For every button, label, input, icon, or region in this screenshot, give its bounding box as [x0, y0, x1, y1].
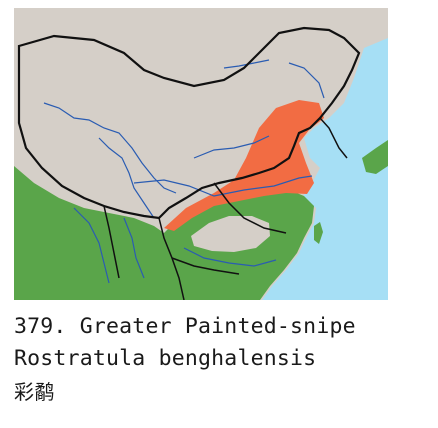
country-borders — [103, 117, 348, 300]
species-number-title: 379. Greater Painted-snipe — [14, 314, 356, 339]
chinese-name: 彩鹬 — [14, 380, 55, 404]
breeding-range — [164, 100, 324, 231]
scientific-name: Rostratula benghalensis — [14, 346, 317, 371]
inland-gap — [191, 216, 270, 252]
taiwan-range — [314, 222, 323, 244]
china-border — [17, 26, 361, 220]
japan-range — [362, 140, 388, 174]
hainan-range — [221, 276, 240, 292]
range-map — [14, 8, 388, 300]
